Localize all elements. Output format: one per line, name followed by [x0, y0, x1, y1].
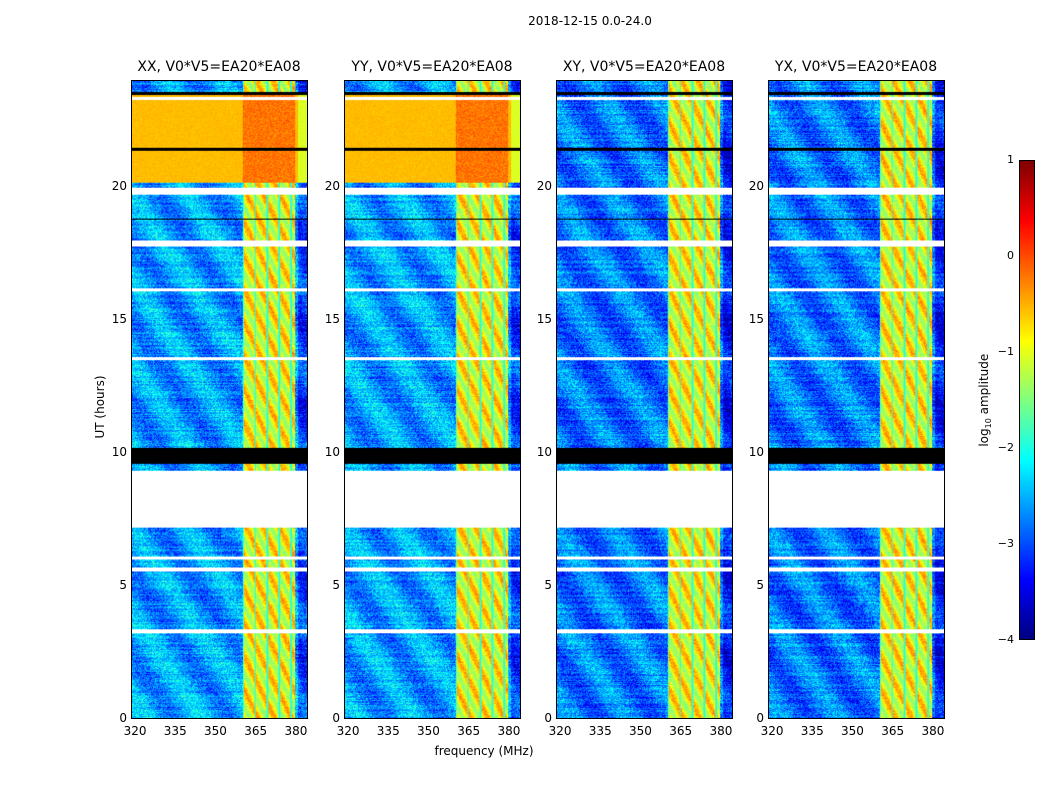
- y-axis-label: UT (hours): [93, 375, 107, 439]
- colorbar-tick-label: −2: [997, 441, 1014, 454]
- x-tick-label: 350: [417, 724, 440, 738]
- y-tick-label: 15: [324, 311, 340, 326]
- y-tick-label: 20: [324, 178, 340, 193]
- heatmap-panel-yy: [344, 80, 521, 719]
- y-tick-label: 15: [536, 311, 552, 326]
- heatmap-cells: [769, 81, 944, 718]
- x-tick-label: 350: [841, 724, 864, 738]
- colorbar-tick-label: 0: [1007, 249, 1014, 262]
- y-tick-label: 0: [332, 711, 340, 725]
- colorbar-tick-label: −4: [997, 633, 1014, 646]
- colorbar-tick-label: −1: [997, 345, 1014, 358]
- y-tick-label: 10: [111, 444, 127, 459]
- heatmap-cells: [345, 81, 520, 718]
- y-tick-label: 10: [536, 444, 552, 459]
- y-tick-label: 15: [748, 311, 764, 326]
- y-tick-label: 20: [536, 178, 552, 193]
- colorbar-tick-label: −3: [997, 537, 1014, 550]
- y-tick-label: 0: [119, 711, 127, 725]
- x-tick-label: 335: [588, 724, 612, 738]
- y-tick-label: 10: [748, 444, 764, 459]
- x-tick-label: 365: [669, 724, 693, 738]
- heatmap-cells: [132, 81, 307, 718]
- heatmap-cells: [557, 81, 732, 718]
- x-tick-label: 320: [336, 724, 360, 738]
- x-tick-label: 320: [760, 724, 784, 738]
- x-tick-label: 320: [123, 724, 147, 738]
- x-tick-label: 380: [921, 724, 945, 738]
- x-tick-label: 365: [457, 724, 481, 738]
- y-tick-label: 15: [111, 311, 127, 326]
- x-tick-label: 350: [629, 724, 652, 738]
- x-tick-label: 380: [497, 724, 521, 738]
- y-tick-label: 20: [111, 178, 127, 193]
- panel-title: YX, V0*V5=EA20*EA08: [774, 59, 938, 75]
- heatmap-panel-yx: [768, 80, 945, 719]
- x-tick-label: 335: [163, 724, 187, 738]
- y-tick-label: 20: [748, 178, 764, 193]
- y-tick-label: 10: [324, 444, 340, 459]
- y-tick-label: 0: [544, 711, 552, 725]
- x-tick-label: 335: [800, 724, 824, 738]
- x-tick-label: 320: [548, 724, 572, 738]
- x-tick-label: 365: [244, 724, 268, 738]
- colorbar-tick-label: 1: [1007, 153, 1014, 166]
- y-tick-label: 5: [119, 577, 127, 592]
- x-tick-label: 380: [709, 724, 733, 738]
- y-tick-label: 0: [756, 711, 764, 725]
- x-axis-label: frequency (MHz): [434, 744, 534, 758]
- heatmap-panel-xx: [131, 80, 308, 719]
- y-tick-label: 5: [332, 577, 340, 592]
- y-tick-label: 5: [544, 577, 552, 592]
- x-tick-label: 350: [204, 724, 227, 738]
- colorbar-label: log10 amplitude: [976, 353, 994, 447]
- figure-title: 2018-12-15 0.0-24.0: [528, 14, 652, 28]
- x-tick-label: 365: [881, 724, 905, 738]
- y-tick-label: 5: [756, 577, 764, 592]
- heatmap-panel-xy: [556, 80, 733, 719]
- x-tick-label: 380: [284, 724, 308, 738]
- colorbar: [1019, 160, 1035, 640]
- panel-title: YY, V0*V5=EA20*EA08: [351, 59, 513, 75]
- panel-title: XY, V0*V5=EA20*EA08: [562, 59, 726, 75]
- panel-title: XX, V0*V5=EA20*EA08: [137, 59, 301, 75]
- x-tick-label: 335: [376, 724, 400, 738]
